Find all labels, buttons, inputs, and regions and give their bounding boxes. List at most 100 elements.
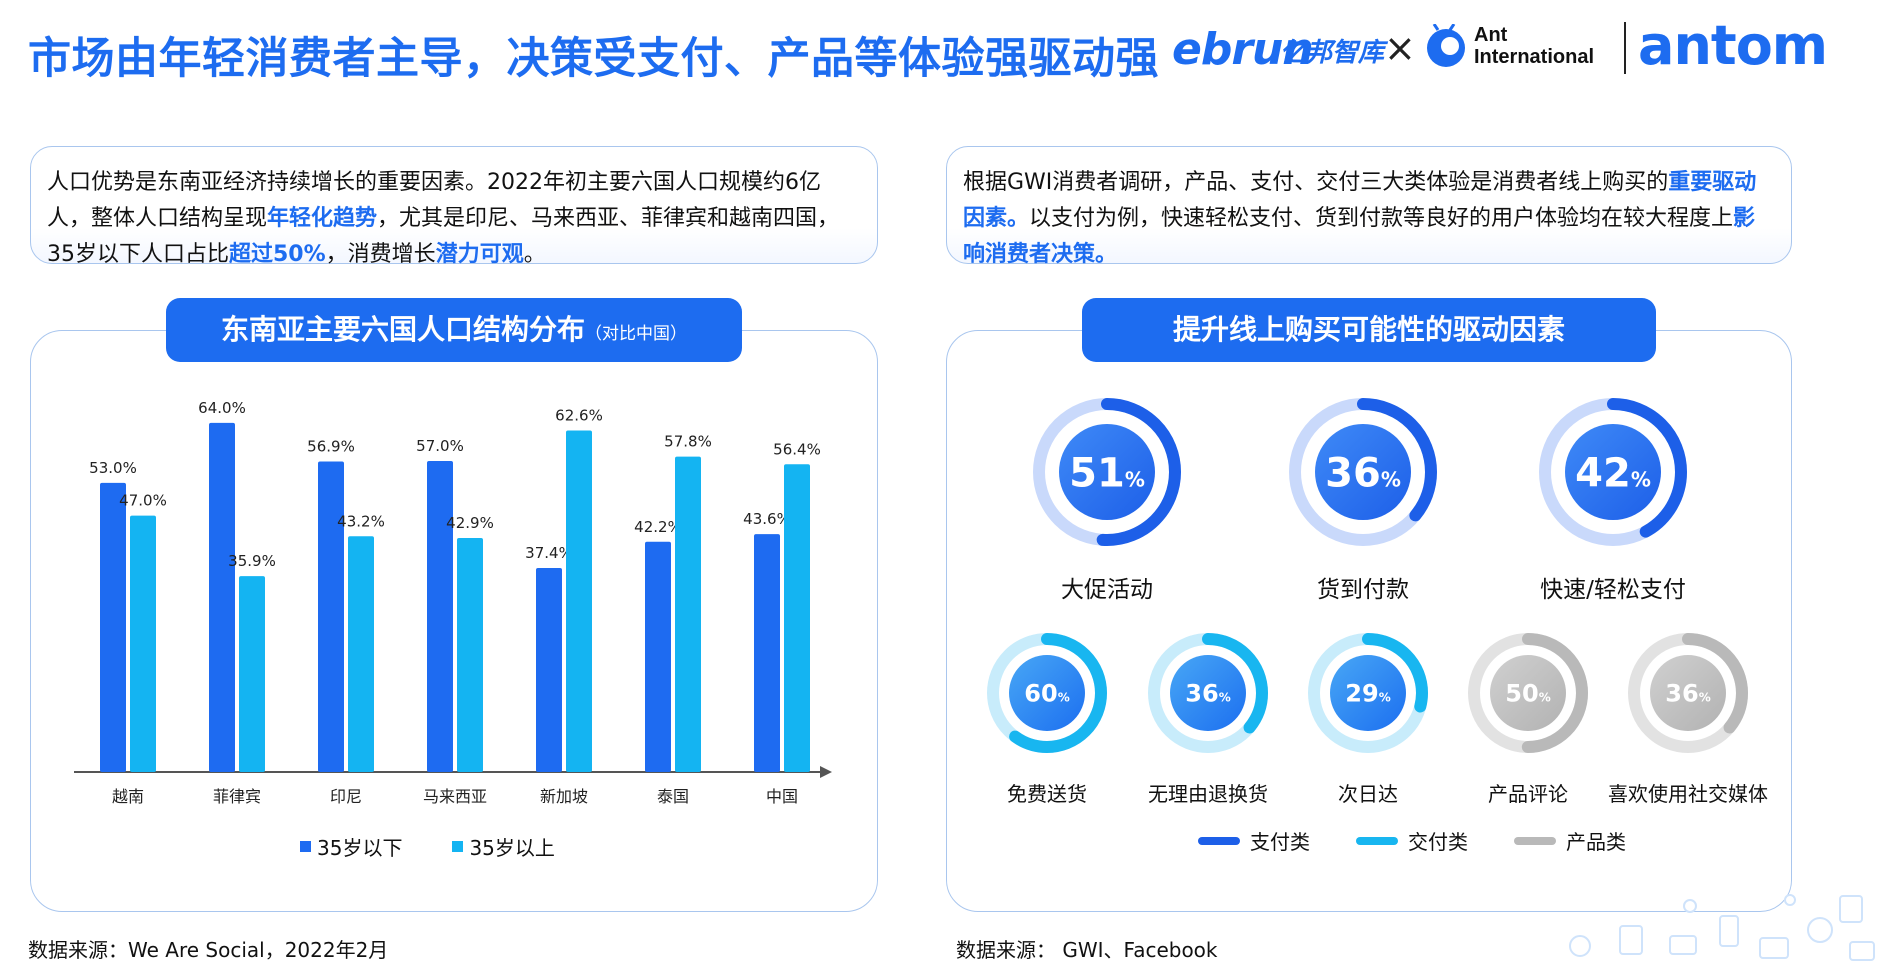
- bar-data-label: 62.6%: [555, 406, 603, 424]
- legend-label: 35岁以上: [469, 836, 555, 860]
- intro-text-segment: 以支付为例，快速轻松支付、货到付款等良好的用户体验均在较大程度上: [1029, 206, 1734, 231]
- source-note-right: 数据来源： GWI、Facebook: [956, 938, 1218, 962]
- ring-value-text: 36%: [1185, 680, 1230, 708]
- bar-data-label: 57.8%: [664, 433, 712, 451]
- x-tick-label: 菲律宾: [213, 787, 261, 806]
- drivers-chart-header: 提升线上购买可能性的驱动因素: [1082, 298, 1656, 362]
- source-note-left: 数据来源：We Are Social，2022年2月: [28, 938, 389, 962]
- legend-label: 支付类: [1250, 830, 1310, 854]
- ring-value-unit: %: [1381, 467, 1401, 491]
- ring-progress-arc: [1468, 633, 1588, 753]
- antom-logo: antom: [1638, 14, 1828, 77]
- ring-progress-arc: [987, 633, 1107, 753]
- population-intro-text: 人口优势是东南亚经济持续增长的重要因素。2022年初主要六国人口规模约6亿人，整…: [30, 146, 878, 267]
- ant-international-logo-icon: [1427, 24, 1465, 67]
- bar-over-35: [130, 515, 156, 772]
- bar-under-35: [318, 461, 344, 772]
- legend-item-product: 产品类: [1514, 826, 1626, 855]
- ring-value-number: 36: [1325, 450, 1381, 496]
- driver-ring-small: 36%: [1628, 633, 1748, 753]
- bar-data-label: 53.0%: [89, 459, 137, 477]
- ring-center-disc: [1059, 424, 1155, 520]
- ant-international-wordmark: Ant International: [1474, 24, 1594, 68]
- ant-wordmark-line1: Ant: [1474, 24, 1508, 46]
- ring-value-unit: %: [1631, 467, 1651, 491]
- x-tick-label: 泰国: [657, 787, 689, 806]
- driver-ring-large: 51%: [1033, 398, 1181, 546]
- ring-center-disc: [1565, 424, 1661, 520]
- driver-label: 大促活动: [1061, 577, 1153, 603]
- population-chart-title: 东南亚主要六国人口结构分布: [220, 313, 585, 346]
- ring-value-unit: %: [1379, 691, 1391, 705]
- driver-ring-small: 60%: [987, 633, 1107, 753]
- driver-label: 次日达: [1338, 782, 1398, 806]
- ring-value-unit: %: [1219, 691, 1231, 705]
- bar-under-35: [754, 534, 780, 772]
- x-tick-label: 中国: [766, 787, 798, 806]
- x-axis-arrow-icon: [820, 766, 832, 778]
- legend-swatch: [300, 841, 311, 852]
- ring-value-number: 42: [1575, 450, 1631, 496]
- driver-ring-large: 36%: [1289, 398, 1437, 546]
- legend-swatch: [1198, 836, 1240, 845]
- highlight-text: 潜力可观: [435, 242, 524, 267]
- ring-center-disc: [1650, 655, 1726, 731]
- legend-label: 产品类: [1566, 830, 1626, 854]
- ring-progress-arc: [1289, 398, 1437, 546]
- decorative-icons-pattern: [1569, 894, 1875, 961]
- bar-data-label: 57.0%: [416, 437, 464, 455]
- driver-ring-small: 29%: [1308, 633, 1428, 753]
- ring-value-unit: %: [1539, 691, 1551, 705]
- highlight-text: 重要驱动因素。: [963, 170, 1757, 231]
- population-chart-panel: [30, 330, 878, 912]
- ring-center-disc: [1490, 655, 1566, 731]
- ebrun-logo-cn: 亿邦智库: [1280, 38, 1385, 68]
- intro-text-segment: 。: [523, 242, 546, 267]
- partner-logos: ebrun 亿邦智库 × Ant International antom: [1172, 10, 1832, 82]
- legend-label: 交付类: [1408, 830, 1468, 854]
- ring-value-text: 36%: [1665, 680, 1710, 708]
- bar-data-label: 43.2%: [337, 512, 385, 530]
- ring-center-disc: [1315, 424, 1411, 520]
- legend-swatch: [1514, 836, 1556, 845]
- bar-data-label: 37.4%: [525, 544, 573, 562]
- ring-value-text: 51%: [1069, 450, 1145, 496]
- ring-value-unit: %: [1125, 467, 1145, 491]
- driver-ring-large: 42%: [1539, 398, 1687, 546]
- ring-value-number: 36: [1185, 680, 1218, 708]
- logo-divider: [1624, 22, 1626, 74]
- drivers-legend: 支付类 交付类 产品类: [1198, 826, 1626, 855]
- population-chart-legend: 35岁以下 35岁以上: [300, 832, 555, 861]
- legend-item-under-35: 35岁以下: [300, 832, 402, 861]
- ring-progress-arc: [1033, 398, 1181, 546]
- ring-value-unit: %: [1699, 691, 1711, 705]
- bar-over-35: [239, 576, 265, 772]
- ring-value-text: 60%: [1024, 680, 1069, 708]
- bar-data-label: 64.0%: [198, 400, 246, 417]
- bar-over-35: [675, 456, 701, 772]
- ring-value-number: 36: [1665, 680, 1698, 708]
- driver-label: 无理由退换货: [1148, 782, 1268, 806]
- bar-under-35: [209, 422, 235, 772]
- ring-value-text: 50%: [1505, 680, 1550, 708]
- x-tick-label: 新加坡: [540, 787, 588, 806]
- driver-label: 快速/轻松支付: [1540, 577, 1686, 603]
- ring-value-text: 29%: [1345, 680, 1390, 708]
- intro-text-segment: 人口优势是东南亚经济持续增长的重要因素。2022年初主要六国人口规模约6亿人，整…: [47, 170, 821, 231]
- ring-progress-arc: [1148, 633, 1268, 753]
- population-chart-header: 东南亚主要六国人口结构分布（对比中国）: [166, 298, 742, 362]
- legend-swatch: [452, 841, 464, 852]
- bar-data-label: 56.4%: [773, 440, 821, 458]
- bar-data-label: 43.6%: [743, 510, 791, 528]
- driver-label: 免费送货: [1007, 782, 1087, 806]
- ebrun-logo: ebrun: [1172, 24, 1314, 75]
- bar-over-35: [348, 536, 374, 772]
- bar-under-35: [427, 461, 453, 772]
- times-icon: ×: [1384, 26, 1416, 70]
- legend-item-delivery: 交付类: [1356, 826, 1468, 855]
- bar-data-label: 47.0%: [119, 492, 167, 510]
- intro-text-segment: ，尤其是印尼、马来西亚、菲律宾和越南四国，35岁以下人口占比: [47, 206, 840, 267]
- bar-data-label: 42.9%: [446, 514, 494, 532]
- bar-over-35: [457, 537, 483, 772]
- bar-under-35: [645, 541, 671, 772]
